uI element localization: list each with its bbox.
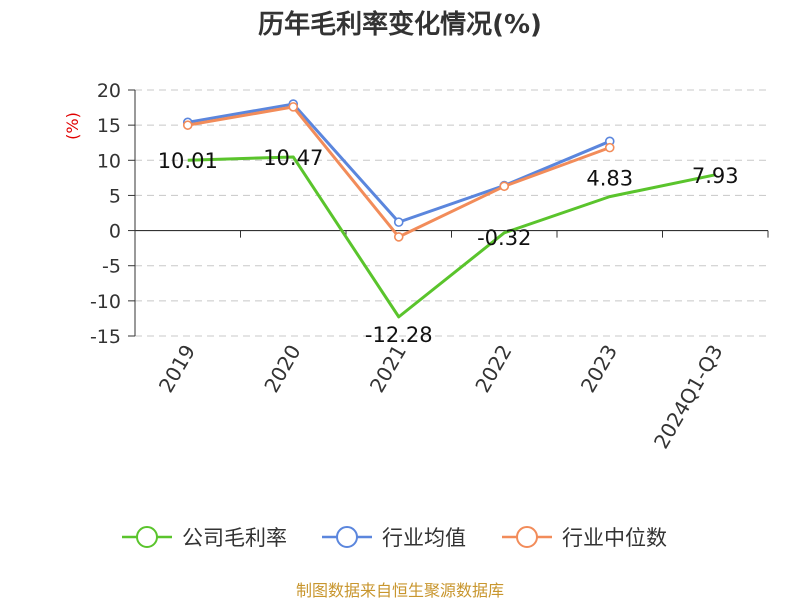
legend-circle-icon: [136, 526, 158, 548]
legend-item-2[interactable]: 行业中位数: [502, 526, 667, 550]
x-tick-label: 2024Q1-Q3: [649, 341, 728, 453]
data-point: [182, 120, 193, 130]
data-label: 7.93: [692, 164, 739, 188]
grid-lines: [135, 89, 768, 337]
series-line-1: [187, 102, 611, 224]
legend-label: 行业均值: [382, 526, 466, 550]
data-label: -0.32: [477, 226, 531, 250]
data-label: 4.83: [586, 167, 633, 191]
x-tick-label: 2022: [470, 341, 516, 397]
chart-title: 历年毛利率变化情况(%): [258, 9, 542, 40]
y-tick-label: 20: [97, 80, 121, 102]
y-tick-label: -5: [102, 256, 121, 278]
y-tick-label: 5: [109, 185, 121, 207]
data-point: [393, 232, 404, 242]
x-tick-label: 2023: [576, 341, 622, 397]
data-label: 10.47: [263, 146, 323, 170]
data-label: 10.01: [158, 149, 218, 173]
y-tick-label: -10: [90, 291, 121, 313]
data-source-note: 制图数据来自恒生聚源数据库: [296, 581, 504, 600]
y-axis: 20 15 10 5 0 -5 -10 -15: [90, 80, 136, 348]
y-tick-label: 0: [109, 221, 121, 243]
data-point: [393, 217, 404, 227]
data-label: -12.28: [365, 323, 433, 347]
x-axis: 2019 2020 2021 2022 2023 2024Q1-Q3: [134, 229, 769, 453]
legend-label: 公司毛利率: [182, 526, 287, 550]
series-layer: [182, 99, 716, 319]
data-point: [288, 102, 299, 112]
legend-circle-icon: [516, 526, 538, 548]
legend-label: 行业中位数: [562, 526, 667, 550]
legend: 公司毛利率 行业均值 行业中位数: [122, 526, 667, 550]
x-tick-label: 2021: [365, 341, 411, 397]
x-tick-label: 2020: [259, 341, 305, 397]
data-point: [499, 181, 510, 192]
data-labels: 10.01 10.47 -12.28 -0.32 4.83 7.93: [158, 146, 739, 347]
x-tick-label: 2019: [154, 341, 200, 397]
legend-item-0[interactable]: 公司毛利率: [122, 526, 287, 550]
data-point: [604, 142, 615, 153]
legend-circle-icon: [336, 526, 358, 548]
legend-item-1[interactable]: 行业均值: [322, 526, 466, 550]
y-tick-label: 10: [97, 150, 121, 172]
y-axis-unit: (%): [63, 112, 82, 140]
series-line-0: [187, 155, 716, 319]
y-tick-label: 15: [97, 115, 121, 137]
y-tick-label: -15: [90, 326, 121, 348]
